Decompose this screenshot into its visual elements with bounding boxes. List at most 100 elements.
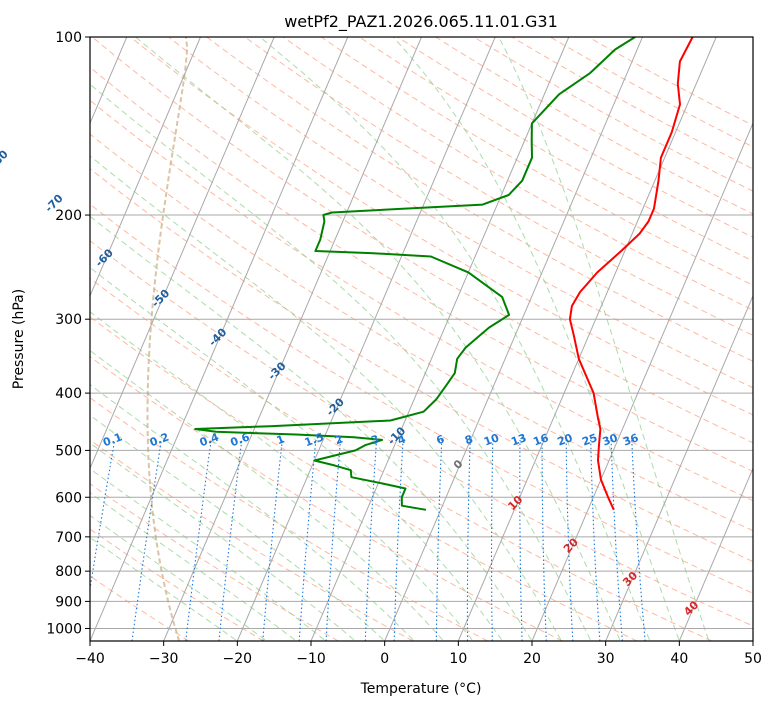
- x-tick-label: −30: [149, 651, 179, 667]
- mixing-ratio-line: [541, 439, 547, 641]
- mixing-ratio-label: 4: [396, 432, 408, 447]
- mixing-ratio-label: 1: [275, 432, 287, 447]
- pressure-gridlines: [90, 36, 753, 629]
- moist-adiabat: [90, 311, 473, 641]
- mixing-ratio-line: [565, 439, 574, 641]
- x-axis-label: Temperature (°C): [360, 681, 482, 697]
- mixing-ratio-label: 0.4: [198, 430, 221, 449]
- moist-adiabat: [90, 266, 503, 641]
- chart-title: wetPf2_PAZ1.2026.065.11.01.G31: [284, 12, 558, 32]
- y-tick-label: 400: [55, 386, 82, 402]
- moist-adiabat: [90, 514, 266, 641]
- mixing-ratio-label: 1.5: [303, 430, 326, 449]
- isotherm-line: [90, 37, 349, 641]
- mixing-ratio-label: 6: [435, 432, 447, 447]
- mixing-ratio-label: 0.6: [229, 430, 252, 449]
- y-axis: 100 200 300 400 500 600 700 800 900 1000: [46, 30, 90, 637]
- moist-adiabat: [259, 37, 650, 640]
- mixing-ratio-line: [631, 439, 646, 641]
- moist-adiabat: [90, 536, 236, 641]
- x-tick-label: 10: [449, 651, 467, 667]
- mixing-ratio-line: [185, 439, 212, 641]
- profile-series: [194, 37, 694, 511]
- mixing-ratio-line: [325, 439, 342, 641]
- x-tick-label: −40: [75, 651, 105, 667]
- y-axis-label: Pressure (hPa): [11, 289, 27, 389]
- dry-adiabat: [130, 37, 753, 416]
- moist-adiabat: [90, 492, 296, 641]
- moist-adiabat: [392, 37, 680, 640]
- mixing-ratio-line: [218, 439, 243, 641]
- dry-adiabat: [91, 37, 753, 444]
- dry-adiabat: [90, 356, 563, 641]
- isotherms: [90, 37, 753, 641]
- dry-adiabat: [90, 168, 753, 563]
- mixing-ratio-label: 16: [531, 431, 550, 449]
- x-tick-label: −20: [223, 651, 253, 667]
- mixing-ratio-label: 13: [509, 431, 528, 448]
- isotherm-line: [531, 121, 753, 641]
- mixing-ratio-line: [364, 439, 378, 641]
- isotherm-line: [90, 37, 275, 470]
- mixing-ratio-label: 0.2: [148, 430, 171, 449]
- y-tick-label: 500: [55, 443, 82, 459]
- y-tick-label: 700: [55, 530, 82, 546]
- mixing-ratio-label: 10: [482, 431, 501, 449]
- x-axis: −40 −30 −20 −10 0 10 20 30 40 50: [75, 641, 762, 667]
- mixing-ratio-label: 20: [556, 431, 575, 449]
- mixing-ratio-line: [519, 439, 523, 641]
- mixing-ratio-line: [131, 439, 162, 641]
- mixing-ratio-line: [298, 439, 317, 641]
- temperature-profile: [568, 37, 694, 511]
- mixing-ratio-label: 30: [601, 431, 620, 449]
- moist-adiabats: [90, 37, 709, 641]
- y-tick-label: 300: [55, 312, 82, 328]
- dry-adiabat: [90, 439, 414, 641]
- moist-adiabat: [90, 468, 325, 641]
- lcl-curve: [146, 37, 189, 641]
- mixing-ratio-label: 2: [333, 432, 345, 447]
- mixing-ratio-lines: [90, 439, 646, 641]
- dry-adiabat: [90, 203, 753, 594]
- moist-adiabat: [90, 414, 384, 641]
- lcl-line: [146, 37, 189, 641]
- isotherm-line: [236, 37, 496, 641]
- isotherm-line: [605, 294, 753, 641]
- dry-adiabat: [90, 66, 753, 472]
- dry-adiabat: [90, 483, 339, 641]
- dry-adiabat: [90, 316, 638, 641]
- moist-adiabat: [90, 83, 591, 641]
- mixing-ratio-line: [435, 439, 443, 641]
- mixing-ratio-line: [610, 439, 623, 641]
- y-tick-label: 800: [55, 564, 82, 580]
- isotherm-label: -80: [0, 147, 11, 170]
- mixing-ratio-line: [466, 439, 471, 641]
- dry-adiabat: [206, 37, 753, 362]
- dry-adiabat: [90, 240, 753, 627]
- isotherm-line: [678, 467, 753, 641]
- dewpoint-profile: [194, 37, 636, 511]
- y-tick-label: 1000: [46, 621, 82, 637]
- moist-adiabat: [135, 37, 621, 641]
- y-tick-label: 100: [55, 30, 82, 46]
- plot-frame: [89, 36, 754, 642]
- x-tick-label: −10: [296, 651, 326, 667]
- mixing-ratio-label: 3: [369, 432, 381, 447]
- isotherm-line: [457, 37, 717, 641]
- mixing-ratio-line: [262, 439, 283, 641]
- x-tick-label: 30: [597, 651, 615, 667]
- isotherm-line: [163, 37, 422, 641]
- moist-adiabat: [90, 383, 414, 641]
- mixing-ratio-line: [490, 439, 494, 641]
- moist-adiabat: [498, 37, 709, 640]
- moist-adiabat: [90, 155, 562, 641]
- isotherm-line: [310, 37, 570, 641]
- y-tick-label: 600: [55, 490, 82, 506]
- isotherm-line: [90, 37, 201, 298]
- x-tick-label: 50: [744, 651, 762, 667]
- x-tick-label: 0: [380, 651, 389, 667]
- plot-background: [90, 37, 753, 641]
- mixing-ratio-line: [393, 439, 404, 641]
- isotherm-line: [752, 639, 753, 641]
